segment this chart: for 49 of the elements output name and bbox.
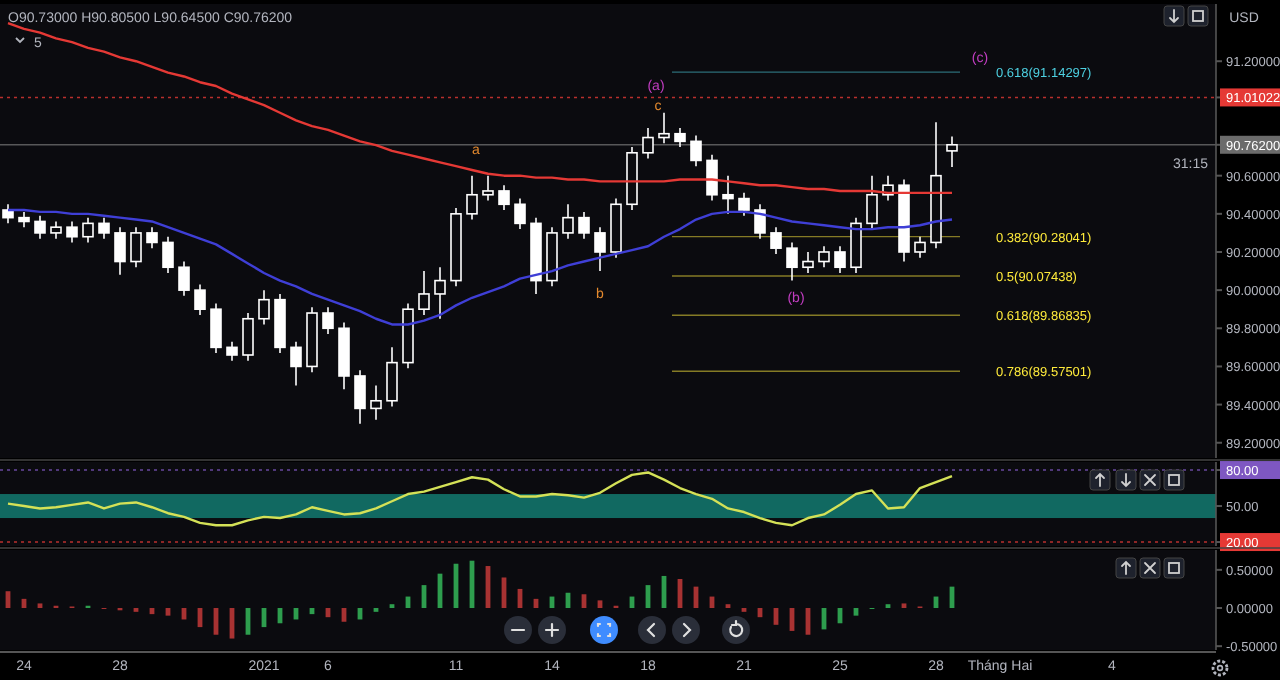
candlestick — [690, 134, 702, 167]
candlestick — [722, 174, 734, 215]
candlestick — [802, 251, 814, 274]
candlestick — [626, 146, 638, 211]
candlestick — [402, 302, 414, 370]
candlestick — [498, 184, 510, 211]
candlestick — [594, 226, 606, 272]
candlestick — [658, 111, 670, 145]
candlestick — [226, 340, 238, 362]
line-series — [6, 471, 954, 527]
candlestick — [930, 121, 942, 249]
candlestick — [98, 216, 110, 240]
candlestick — [530, 216, 542, 295]
candlestick — [578, 211, 590, 240]
candlestick — [162, 235, 174, 274]
candlestick — [130, 226, 142, 269]
candlestick — [194, 283, 206, 316]
candlestick — [50, 220, 62, 240]
candlestick — [18, 211, 30, 228]
candlestick — [146, 226, 158, 249]
candlestick — [466, 174, 478, 221]
candlestick — [850, 216, 862, 274]
candlestick — [450, 207, 462, 288]
candlestick — [434, 266, 446, 320]
candlestick — [642, 127, 654, 160]
candlestick — [770, 226, 782, 255]
candlestick — [818, 245, 830, 269]
candlestick — [786, 241, 798, 282]
candlestick — [354, 369, 366, 425]
candlestick — [546, 226, 558, 288]
candlestick — [370, 384, 382, 421]
candlestick — [274, 293, 286, 354]
bar — [901, 603, 907, 609]
candlestick — [210, 302, 222, 354]
candlestick — [898, 178, 910, 263]
candlestick — [418, 270, 430, 316]
candlestick — [914, 235, 926, 259]
candlestick — [290, 340, 302, 387]
candlestick — [562, 203, 574, 240]
candlestick — [322, 306, 334, 335]
candlestick — [2, 203, 14, 225]
candlestick — [34, 214, 46, 240]
candlestick — [242, 312, 254, 362]
candlestick — [946, 135, 958, 168]
candlestick — [306, 306, 318, 373]
candlestick — [674, 127, 686, 148]
candlestick — [114, 226, 126, 276]
bar — [37, 603, 43, 609]
candlestick — [834, 245, 846, 274]
